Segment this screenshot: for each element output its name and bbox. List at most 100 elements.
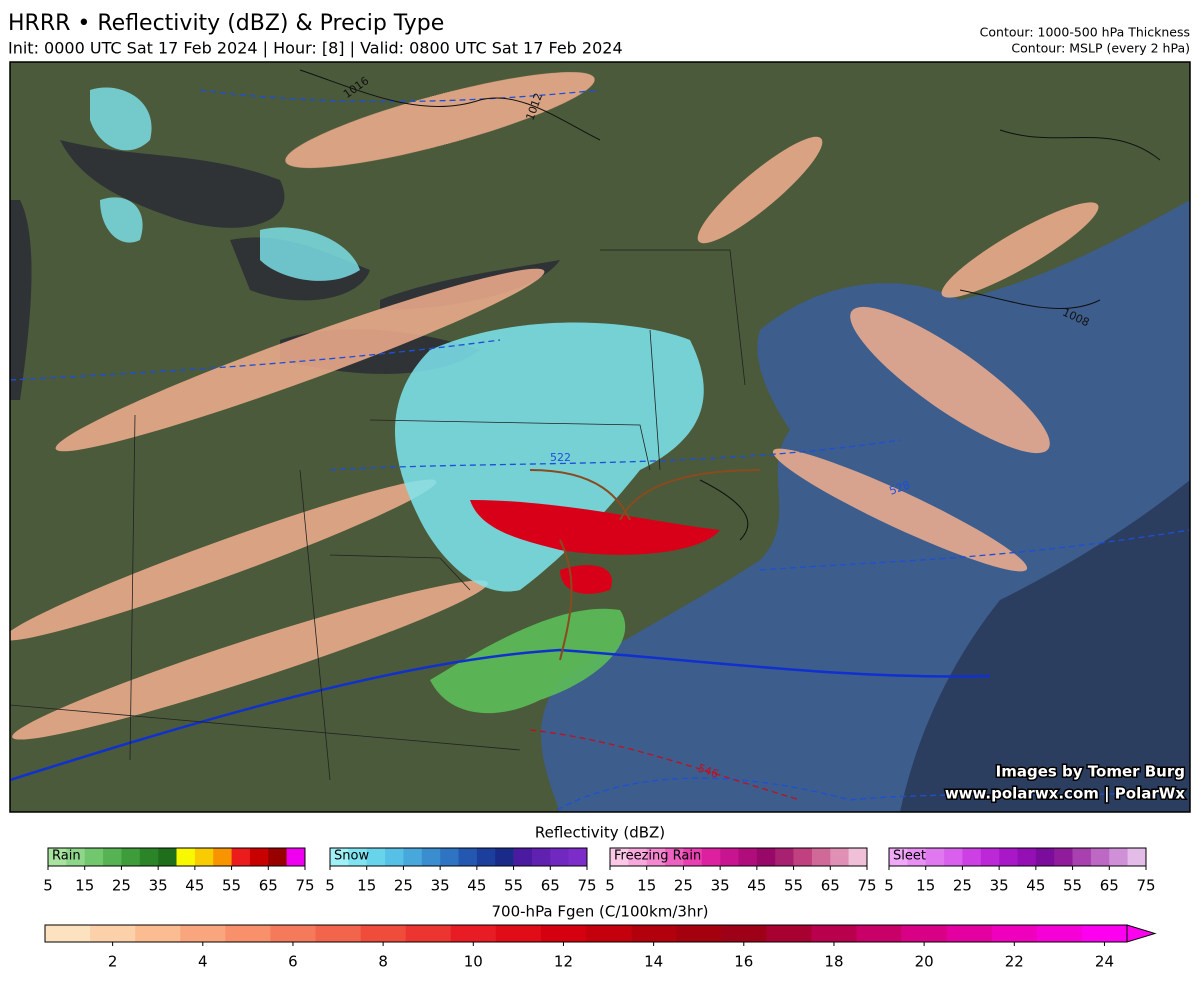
color-swatch	[610, 848, 629, 866]
colorbar-extend	[1126, 924, 1157, 943]
color-swatch	[450, 925, 497, 942]
color-swatch	[701, 848, 721, 866]
tick-label: 45	[1026, 877, 1045, 895]
color-swatch	[225, 925, 271, 942]
tick-label: 55	[222, 877, 241, 895]
color-swatch	[962, 848, 982, 866]
snow-area	[90, 87, 360, 281]
color-swatch	[385, 848, 404, 866]
colorbar-frame	[888, 847, 1147, 867]
color-swatch	[756, 848, 776, 866]
color-swatch	[440, 848, 459, 866]
tick-label: 35	[431, 877, 450, 895]
color-swatch	[158, 848, 177, 866]
tick-label: 75	[857, 877, 876, 895]
tick-label: 14	[644, 953, 663, 971]
color-swatch	[1072, 848, 1092, 866]
color-swatch	[121, 848, 141, 866]
color-swatch	[793, 848, 813, 866]
color-swatch	[1035, 848, 1055, 866]
tick-label: 12	[554, 953, 573, 971]
tick-label: 15	[75, 877, 94, 895]
contour-note: Contour: 1000-500 hPa Thickness	[980, 25, 1190, 40]
color-swatch	[775, 848, 794, 866]
color-swatch	[360, 925, 406, 942]
tick-label: 5	[605, 877, 615, 895]
tick-label: 22	[1005, 953, 1024, 971]
rain-area	[430, 608, 626, 714]
color-swatch	[1054, 848, 1073, 866]
tick-label: 20	[915, 953, 934, 971]
isobar	[299, 69, 1161, 541]
color-swatch	[348, 848, 368, 866]
tick-label: 25	[394, 877, 413, 895]
tick-label: 35	[990, 877, 1009, 895]
color-swatch	[999, 848, 1018, 866]
tick-label: 75	[577, 877, 596, 895]
heavy-band	[470, 500, 720, 594]
color-swatch	[1081, 925, 1128, 942]
color-swatch	[628, 848, 648, 866]
tick-label: 55	[784, 877, 803, 895]
color-swatch	[213, 848, 232, 866]
color-swatch	[139, 848, 159, 866]
colorbar-frame	[609, 847, 868, 867]
tick-label: 16	[734, 953, 753, 971]
color-swatch	[946, 925, 993, 942]
tick-label: 6	[288, 953, 298, 971]
tick-label: 65	[821, 877, 840, 895]
tick-label: 35	[149, 877, 168, 895]
color-swatch	[286, 848, 306, 866]
color-swatch	[1090, 848, 1110, 866]
tick-label: 15	[637, 877, 656, 895]
deep-ocean	[900, 480, 1190, 812]
color-swatch	[766, 925, 812, 942]
contour-note: Contour: MSLP (every 2 hPa)	[1011, 41, 1190, 56]
color-swatch	[405, 925, 452, 942]
tick-label: 10	[464, 953, 483, 971]
color-swatch	[550, 848, 569, 866]
colorbar-label: Snow	[334, 849, 369, 864]
colorbar-label: Freezing Rain	[614, 849, 701, 864]
color-swatch	[631, 925, 677, 942]
color-swatch	[330, 848, 349, 866]
color-swatch	[811, 848, 831, 866]
color-swatch	[738, 848, 758, 866]
colorbar-label: Sleet	[893, 849, 926, 864]
tick-label: 65	[541, 877, 560, 895]
tick-label: 45	[185, 877, 204, 895]
thickness-contour	[529, 729, 801, 801]
tick-label: 25	[112, 877, 131, 895]
color-swatch	[421, 848, 441, 866]
tick-label: 8	[378, 953, 388, 971]
color-swatch	[531, 848, 551, 866]
legend-title: Reflectivity (dBZ)	[535, 824, 665, 842]
color-swatch	[848, 848, 868, 866]
map: 1016 1012 1008 522 528 546 Images by Tom…	[9, 61, 1191, 813]
color-swatch	[270, 925, 316, 942]
color-swatch	[720, 848, 739, 866]
tick-label: 25	[674, 877, 693, 895]
color-swatch	[476, 848, 496, 866]
color-swatch	[907, 848, 927, 866]
tick-label: 75	[295, 877, 314, 895]
color-swatch	[48, 848, 67, 866]
color-swatch	[194, 848, 214, 866]
color-swatch	[495, 848, 514, 866]
color-swatch	[495, 925, 542, 942]
tick-label: 2	[108, 953, 118, 971]
thickness-contour	[10, 648, 991, 782]
color-swatch	[135, 925, 181, 942]
color-swatch	[366, 848, 386, 866]
color-swatch	[811, 925, 857, 942]
credit: www.polarwx.com | PolarWx	[945, 785, 1186, 804]
colorbar-frame	[47, 847, 306, 867]
coastline	[529, 469, 761, 661]
color-swatch	[249, 848, 269, 866]
color-swatch	[889, 848, 908, 866]
tick-label: 65	[1100, 877, 1119, 895]
color-swatch	[103, 848, 122, 866]
color-swatch	[586, 925, 632, 942]
